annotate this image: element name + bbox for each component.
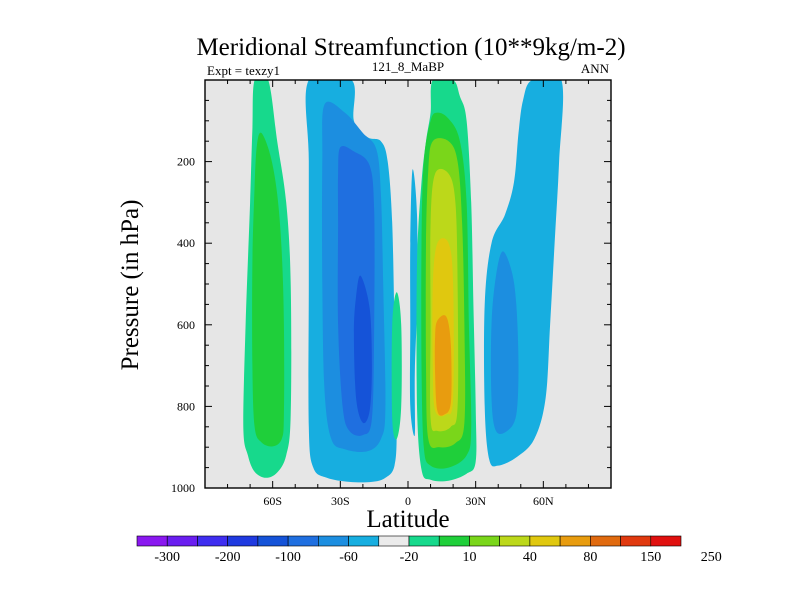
colorbar-labels: -300 -200 -100 -60 -20 10 40 80 150 250 (154, 550, 721, 565)
equatorial-cell-south (391, 292, 402, 440)
colorbar-swatch (469, 535, 500, 547)
y-axis-label: Pressure (in hPa) (117, 200, 144, 371)
y-tick-label: 600 (177, 318, 195, 332)
colorbar-swatch (650, 535, 682, 547)
y-tick-label: 400 (177, 236, 195, 250)
colorbar-label: -60 (339, 550, 358, 565)
colorbar-label: -300 (154, 550, 180, 565)
left-string: Expt = texzy1 (207, 63, 280, 78)
colorbar-label: -200 (215, 550, 241, 565)
colorbar-label: 150 (640, 550, 661, 565)
colorbar-label: 10 (462, 550, 476, 565)
colorbar-swatch (559, 535, 591, 547)
colorbar-swatch (408, 535, 440, 547)
x-tick-label: 60N (533, 494, 554, 508)
colorbar-swatch (318, 535, 349, 547)
center-string: 121_8_MaBP (372, 59, 444, 74)
colorbar-label: 40 (523, 550, 537, 565)
colorbar-swatch (348, 535, 380, 547)
southern-polar-cell-level-2 (252, 132, 285, 447)
right-string: ANN (581, 61, 610, 76)
y-tick-label: 200 (177, 155, 195, 169)
colorbar-swatch (257, 535, 289, 547)
chart-title: Meridional Streamfunction (10**9kg/m-2) (196, 34, 625, 61)
y-tick-label: 800 (177, 399, 195, 413)
equatorial-cell-mid-level-1 (409, 169, 418, 437)
x-tick-label: 30S (331, 494, 350, 508)
northern-hadley-cell (416, 80, 477, 482)
northern-ferrel-cell (483, 80, 564, 467)
x-axis-label: Latitude (366, 506, 449, 533)
southern-polar-cell (243, 80, 292, 478)
northern-ferrel-cell-level-2 (490, 251, 519, 435)
southern-ferrel-cell (305, 80, 397, 483)
colorbar-label: 250 (701, 550, 722, 565)
x-tick-label: 0 (405, 494, 411, 508)
colorbar-swatch (197, 535, 228, 547)
x-tick-label: 30N (465, 494, 486, 508)
colorbar-swatch (227, 535, 259, 547)
colorbar-swatch (529, 535, 561, 547)
colorbar-label: -20 (400, 550, 419, 565)
colorbar-swatch (590, 535, 621, 547)
colorbar-label: -100 (275, 550, 301, 565)
colorbar-swatch (499, 535, 531, 547)
x-tick-label: 60S (263, 494, 282, 508)
colorbar-swatch (620, 535, 652, 547)
colorbar-swatch (136, 535, 168, 547)
southern-ferrel-cell-level-4 (353, 275, 372, 424)
northern-hadley-cell-level-6 (434, 315, 452, 416)
colorbar-swatch (378, 535, 410, 547)
equatorial-cell-south-level-1 (391, 292, 402, 440)
colorbar-swatch (166, 535, 198, 547)
colorbar-swatch (438, 535, 470, 547)
colorbar-label: 80 (583, 550, 597, 565)
y-tick-label: 1000 (171, 481, 195, 495)
equatorial-cell-mid (409, 169, 418, 437)
colorbar-swatch (287, 535, 319, 547)
